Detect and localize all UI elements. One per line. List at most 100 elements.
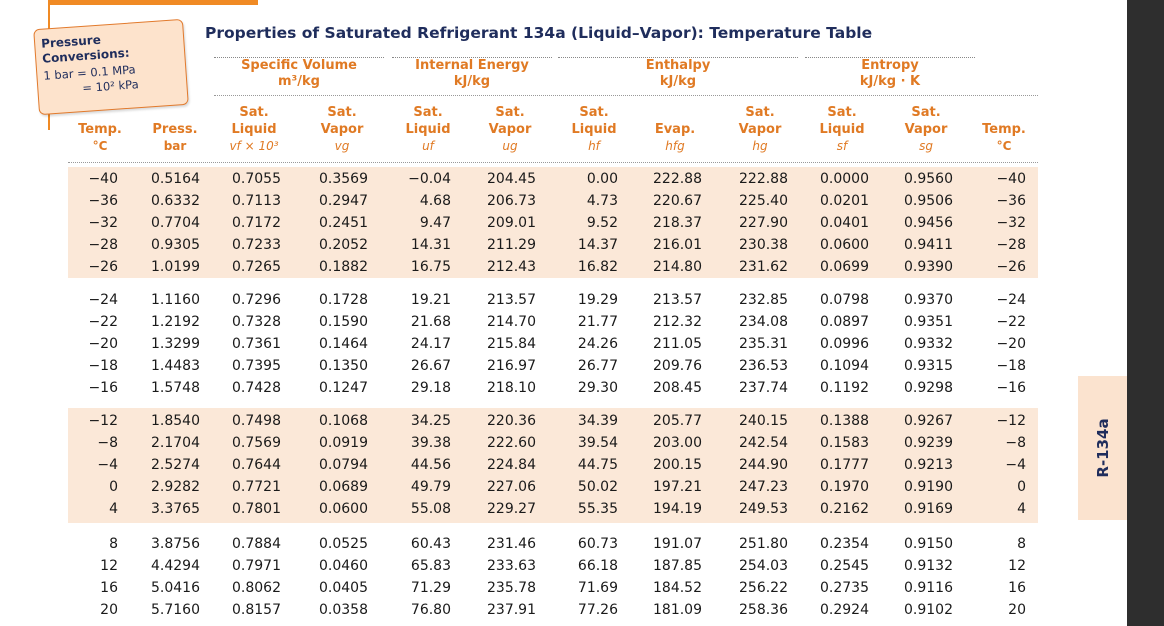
- group-unit: kJ/kg: [659, 74, 697, 89]
- table-cell: 0.9506: [904, 193, 953, 209]
- column-header-7: Evap. hfg: [640, 104, 710, 155]
- table-cell: 26.67: [410, 358, 451, 374]
- table-cell: 0.7395: [232, 358, 281, 374]
- column-header-9: Sat. Liquid sf: [805, 104, 879, 155]
- table-cell: 0.7113: [232, 193, 281, 209]
- table-cell: 77.26: [577, 602, 618, 618]
- table-cell: 0.1882: [319, 259, 368, 275]
- table-cell: 218.37: [653, 215, 702, 231]
- table-cell: 242.54: [739, 435, 788, 451]
- table-cell: 1.2192: [151, 314, 200, 330]
- column-header-5: Sat. Vapor ug: [474, 104, 546, 155]
- table-row: −16 1.5748 0.7428 0.1247 29.18 218.10 29.30 208…: [68, 377, 1038, 399]
- header-line-3: vg: [334, 139, 350, 153]
- table-cell: 0.0401: [820, 215, 869, 231]
- table-cell: 0.0000: [820, 171, 869, 187]
- table-cell: −32: [996, 215, 1026, 231]
- table-cell: 60.43: [410, 536, 451, 552]
- table-cell: 55.35: [577, 501, 618, 517]
- header-line-2: Vapor: [488, 122, 532, 137]
- table-cell: 16.82: [577, 259, 618, 275]
- table-cell: 237.74: [739, 380, 788, 396]
- table-cell: 39.54: [577, 435, 618, 451]
- header-line-3: hfg: [665, 139, 685, 153]
- header-line-2: Temp.: [982, 122, 1026, 137]
- table-cell: 209.76: [653, 358, 702, 374]
- row-band-1: [68, 167, 1038, 278]
- header-line-3: °C: [92, 139, 108, 153]
- table-cell: 20: [1008, 602, 1026, 618]
- header-line-2: Vapor: [738, 122, 782, 137]
- table-cell: 1.8540: [151, 413, 200, 429]
- table-cell: 222.60: [487, 435, 536, 451]
- table-cell: −24: [996, 292, 1026, 308]
- table-cell: 0.6332: [151, 193, 200, 209]
- table-cell: 12: [100, 558, 118, 574]
- table-cell: 240.15: [739, 413, 788, 429]
- table-cell: 0.2354: [820, 536, 869, 552]
- header-line-2: Liquid: [819, 122, 865, 137]
- header-line-1: Sat.: [495, 105, 525, 120]
- header-line-1: [140, 104, 210, 121]
- table-cell: 0.9116: [904, 580, 953, 596]
- table-cell: 21.68: [410, 314, 451, 330]
- table-cell: 187.85: [653, 558, 702, 574]
- column-header-10: Sat. Vapor sg: [890, 104, 962, 155]
- column-header-0: Temp. °C: [68, 104, 132, 155]
- table-cell: 0.0525: [319, 536, 368, 552]
- header-line-3: bar: [163, 139, 187, 153]
- table-cell: 0.9298: [904, 380, 953, 396]
- table-cell: 231.46: [487, 536, 536, 552]
- table-cell: 211.29: [487, 237, 536, 253]
- header-line-1: Sat.: [579, 105, 609, 120]
- table-cell: 5.0416: [151, 580, 200, 596]
- table-cell: 1.3299: [151, 336, 200, 352]
- table-cell: 26.77: [577, 358, 618, 374]
- table-cell: 231.62: [739, 259, 788, 275]
- table-cell: −12: [88, 413, 118, 429]
- table-cell: 8: [109, 536, 118, 552]
- table-cell: 0.0460: [319, 558, 368, 574]
- table-cell: 2.5274: [151, 457, 200, 473]
- table-cell: 20: [100, 602, 118, 618]
- header-line-3: hf: [588, 139, 600, 153]
- column-header-8: Sat. Vapor hg: [724, 104, 796, 155]
- table-cell: 222.88: [653, 171, 702, 187]
- table-cell: 24.17: [410, 336, 451, 352]
- table-cell: −26: [996, 259, 1026, 275]
- table-row: −12 1.8540 0.7498 0.1068 34.25 220.36 34.39 205…: [68, 410, 1038, 432]
- table-cell: 232.85: [739, 292, 788, 308]
- table-cell: 66.18: [577, 558, 618, 574]
- header-line-1: Sat.: [327, 105, 357, 120]
- table-cell: 0.7265: [232, 259, 281, 275]
- table-cell: 0.0919: [319, 435, 368, 451]
- table-cell: 191.07: [653, 536, 702, 552]
- header-line-2: Vapor: [320, 122, 364, 137]
- header-divider: [68, 162, 1038, 163]
- table-cell: 0.3569: [319, 171, 368, 187]
- header-line-1: Sat.: [239, 105, 269, 120]
- table-row: −20 1.3299 0.7361 0.1464 24.17 215.84 24.26 211…: [68, 333, 1038, 355]
- table-cell: 0.9411: [904, 237, 953, 253]
- table-cell: 197.21: [653, 479, 702, 495]
- table-cell: 50.02: [577, 479, 618, 495]
- table-row: −4 2.5274 0.7644 0.0794 44.56 224.84 44.75 200.…: [68, 454, 1038, 476]
- table-cell: 215.84: [487, 336, 536, 352]
- table-cell: 0.1970: [820, 479, 869, 495]
- header-line-2: Press.: [152, 122, 198, 137]
- table-cell: 34.39: [577, 413, 618, 429]
- table-cell: 204.45: [487, 171, 536, 187]
- table-cell: 44.56: [410, 457, 451, 473]
- header-line-3: sf: [836, 139, 848, 153]
- column-header-6: Sat. Liquid hf: [558, 104, 630, 155]
- table-cell: 2.9282: [151, 479, 200, 495]
- table-cell: 0.9132: [904, 558, 953, 574]
- table-cell: 4.4294: [151, 558, 200, 574]
- table-cell: 0.2451: [319, 215, 368, 231]
- table-cell: −22: [996, 314, 1026, 330]
- table-cell: 3.3765: [151, 501, 200, 517]
- table-cell: 216.01: [653, 237, 702, 253]
- table-row: −8 2.1704 0.7569 0.0919 39.38 222.60 39.54 203.…: [68, 432, 1038, 454]
- table-cell: 0.9560: [904, 171, 953, 187]
- table-cell: 16.75: [410, 259, 451, 275]
